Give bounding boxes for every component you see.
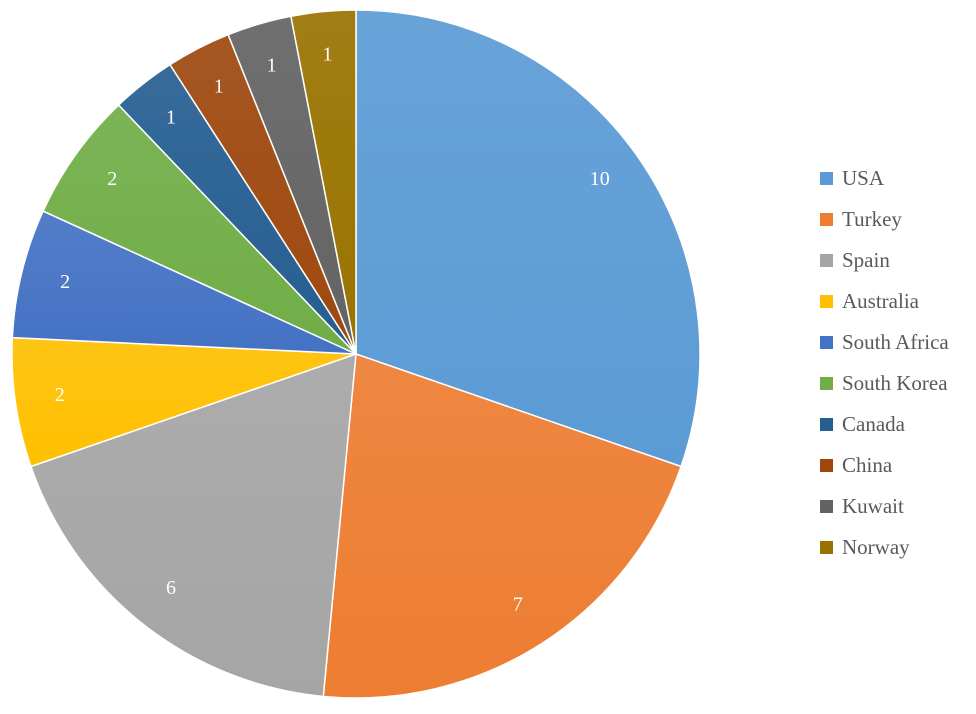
pie-slices: [11, 9, 701, 699]
data-label-spain: 6: [166, 577, 176, 599]
data-label-norway: 1: [323, 44, 333, 66]
legend-swatch: [820, 541, 833, 554]
legend-item-turkey: Turkey: [820, 199, 949, 240]
pie-slice-spain: [29, 352, 357, 698]
legend-label: Turkey: [842, 207, 902, 231]
data-label-china: 1: [214, 76, 224, 98]
legend-swatch: [820, 336, 833, 349]
legend-swatch: [820, 500, 833, 513]
legend-item-china: China: [820, 445, 949, 486]
data-label-usa: 10: [590, 168, 610, 190]
legend-label: Kuwait: [842, 494, 904, 518]
legend-label: Spain: [842, 248, 890, 272]
data-label-turkey: 7: [513, 593, 523, 615]
legend-item-south-africa: South Africa: [820, 322, 949, 363]
legend-item-australia: Australia: [820, 281, 949, 322]
legend-item-usa: USA: [820, 158, 949, 199]
pie-slice-norway: [290, 9, 357, 355]
data-label-south-korea: 2: [107, 168, 117, 190]
chart-legend: USA Turkey Spain Australia South Africa South…: [820, 158, 949, 568]
legend-label: South Korea: [842, 371, 948, 395]
legend-swatch: [820, 172, 833, 185]
pie-slice-south-africa: [11, 210, 357, 355]
legend-item-norway: Norway: [820, 527, 949, 568]
pie-slice-usa: [355, 9, 701, 468]
pie-data-labels: 10 7 6 2 2 2 1 1 1 1: [55, 44, 610, 616]
legend-swatch: [820, 418, 833, 431]
legend-label: USA: [842, 166, 885, 190]
legend-swatch: [820, 377, 833, 390]
legend-label: South Africa: [842, 330, 949, 354]
data-label-canada: 1: [166, 106, 176, 128]
legend-label: Australia: [842, 289, 919, 313]
legend-item-kuwait: Kuwait: [820, 486, 949, 527]
legend-label: China: [842, 453, 893, 477]
pie-slice-turkey: [322, 352, 683, 699]
legend-label: Canada: [842, 412, 905, 436]
pie-slice-south-korea: [42, 103, 357, 355]
legend-swatch: [820, 459, 833, 472]
legend-swatch: [820, 254, 833, 267]
legend-label: Norway: [842, 535, 910, 559]
legend-swatch: [820, 295, 833, 308]
data-label-kuwait: 1: [267, 54, 277, 76]
legend-item-canada: Canada: [820, 404, 949, 445]
pie-slice-australia: [11, 336, 357, 468]
legend-swatch: [820, 213, 833, 226]
data-label-south-africa: 2: [60, 271, 70, 293]
legend-item-spain: Spain: [820, 240, 949, 281]
legend-item-south-korea: South Korea: [820, 363, 949, 404]
data-label-australia: 2: [55, 384, 65, 406]
